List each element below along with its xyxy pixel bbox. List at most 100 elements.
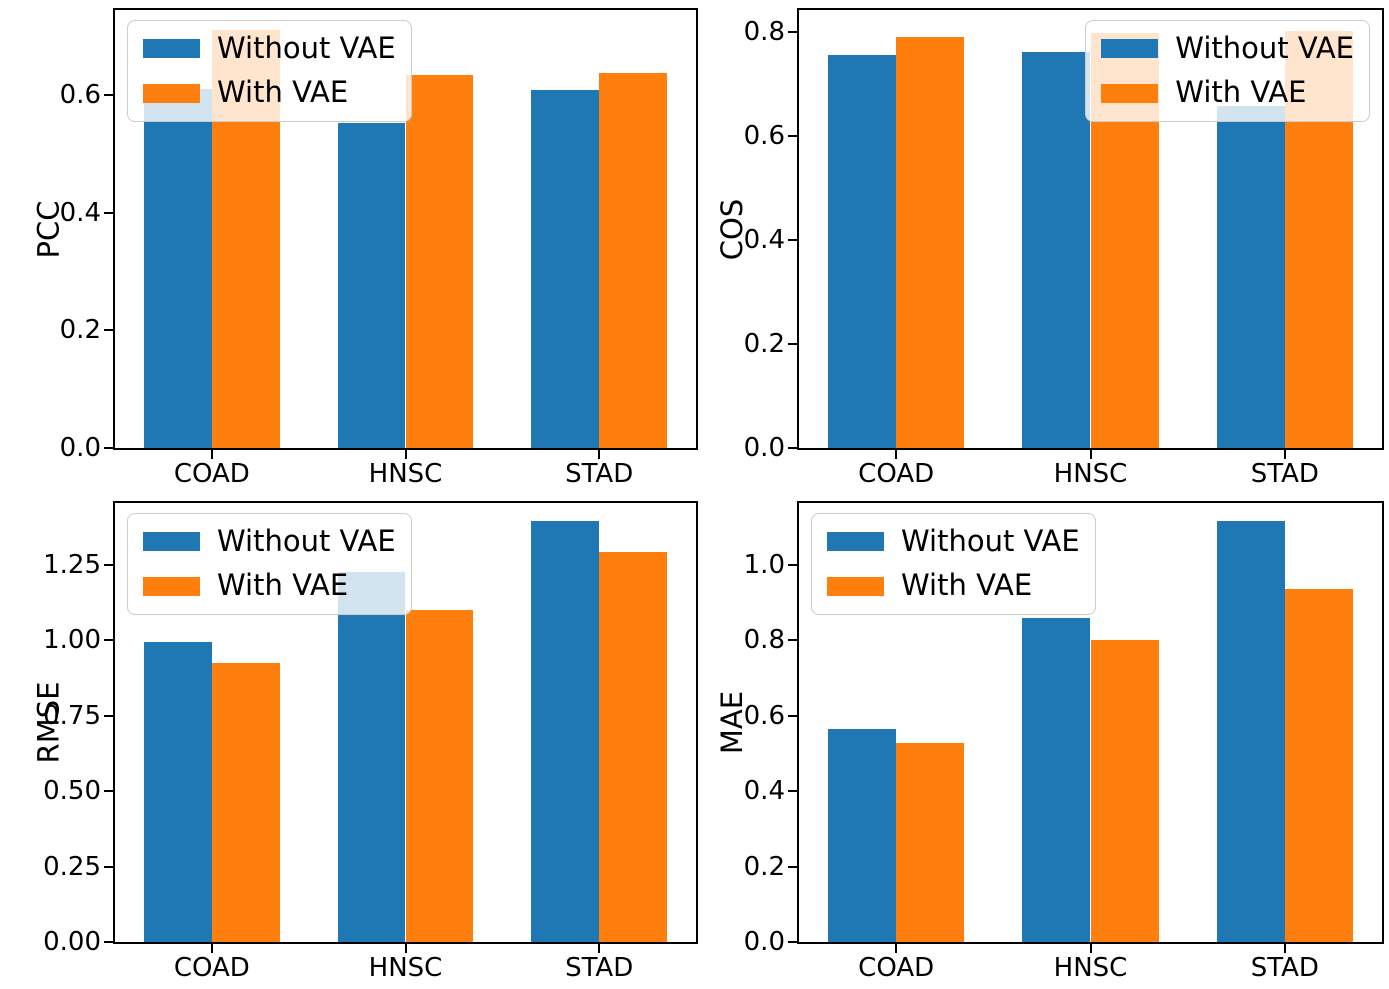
legend-row-without-vae: Without VAE — [827, 524, 1080, 558]
y-tick-mark-0.0 — [788, 941, 797, 943]
legend-row-without-vae: Without VAE — [143, 524, 396, 558]
x-tick-mark-coad — [895, 450, 898, 459]
y-tick-mark-0.4 — [788, 790, 797, 793]
subplot-pcc: PCC COAD HNSC STAD 0.0 0.2 0.4 0.6 Without VAE W… — [32, 8, 698, 487]
y-tick-label-0.25: 0.25 — [43, 851, 101, 882]
bar-without-vae-hnsc — [1022, 618, 1091, 942]
y-tick-mark-0.4 — [788, 239, 797, 242]
bar-with-vae-stad — [599, 72, 667, 448]
x-tick-mark-hnsc — [404, 944, 407, 953]
y-tick-mark-0.2 — [788, 865, 797, 868]
x-tick-label-hnsc: HNSC — [368, 953, 443, 983]
legend-row-without-vae: Without VAE — [143, 31, 396, 65]
x-tick-label-stad: STAD — [565, 953, 634, 983]
y-tick-mark-0.0 — [104, 447, 113, 449]
x-tick-label-stad: STAD — [565, 459, 634, 489]
y-tick-mark-1.0 — [788, 563, 797, 566]
bar-with-vae-hnsc — [405, 609, 474, 942]
y-tick-mark-0.75 — [104, 714, 113, 717]
x-tick-label-coad: COAD — [858, 459, 935, 489]
y-tick-label-0.0: 0.0 — [743, 927, 785, 957]
bar-with-vae-coad — [896, 743, 965, 942]
bar-with-vae-stad — [599, 552, 667, 942]
legend-row-with-vae: With VAE — [143, 75, 396, 110]
legend-swatch-without-vae — [143, 532, 200, 552]
x-tick-mark-coad — [210, 450, 213, 459]
bar-with-vae-coad — [211, 663, 280, 942]
y-tick-label-0.2: 0.2 — [59, 315, 101, 346]
bar-without-vae-hnsc — [337, 572, 406, 942]
y-tick-mark-0.8 — [788, 639, 797, 642]
y-tick-label-0.6: 0.6 — [59, 80, 101, 111]
bar-without-vae-hnsc — [337, 122, 406, 448]
legend-label-with-vae: With VAE — [901, 568, 1033, 603]
x-tick-label-hnsc: HNSC — [368, 459, 443, 489]
x-tick-label-hnsc: HNSC — [1053, 459, 1128, 489]
subplot-rmse: RMSE COAD HNSC STAD 0.00 0.25 0.50 0.75 1.00 1.2… — [32, 501, 698, 981]
bar-without-vae-coad — [144, 88, 212, 448]
x-tick-label-coad: COAD — [173, 459, 250, 489]
y-tick-label-0.0: 0.0 — [743, 433, 785, 463]
legend-label-without-vae: Without VAE — [1175, 31, 1354, 65]
legend-label-without-vae: Without VAE — [217, 524, 396, 558]
x-tick-mark-coad — [210, 944, 213, 953]
y-tick-label-0.6: 0.6 — [743, 700, 785, 731]
legend-swatch-with-vae — [143, 576, 200, 596]
legend-label-with-vae: With VAE — [217, 75, 349, 110]
y-tick-label-1.0: 1.0 — [743, 549, 785, 580]
bar-without-vae-stad — [531, 89, 600, 448]
bar-without-vae-coad — [828, 54, 897, 448]
legend-label-with-vae: With VAE — [1175, 75, 1307, 110]
x-tick-mark-stad — [598, 450, 601, 459]
x-tick-label-hnsc: HNSC — [1053, 953, 1128, 983]
x-tick-mark-stad — [598, 944, 601, 953]
legend: Without VAE With VAE — [811, 513, 1096, 615]
x-tick-label-coad: COAD — [173, 953, 250, 983]
legend-swatch-without-vae — [827, 532, 884, 552]
y-tick-label-0.4: 0.4 — [59, 197, 101, 228]
y-tick-label-0.4: 0.4 — [743, 776, 785, 807]
legend-swatch-with-vae — [1101, 83, 1159, 103]
bar-with-vae-coad — [896, 36, 965, 448]
y-tick-label-0.6: 0.6 — [743, 121, 785, 152]
y-tick-label-0.50: 0.50 — [43, 776, 101, 807]
x-tick-mark-hnsc — [404, 450, 407, 459]
bar-with-vae-hnsc — [405, 75, 474, 448]
x-tick-mark-hnsc — [1089, 450, 1092, 459]
y-tick-mark-0.2 — [104, 329, 113, 332]
y-tick-label-0.2: 0.2 — [743, 329, 785, 360]
y-tick-mark-1.25 — [104, 563, 113, 566]
y-tick-mark-0.6 — [788, 135, 797, 138]
legend: Without VAE With VAE — [1085, 20, 1370, 122]
y-tick-mark-0.25 — [104, 865, 113, 868]
subplot-mae: MAE COAD HNSC STAD 0.0 0.2 0.4 0.6 0.8 1.0 Withou… — [716, 501, 1384, 981]
legend-row-with-vae: With VAE — [143, 568, 396, 602]
bar-with-vae-stad — [1284, 589, 1353, 942]
y-tick-mark-0.6 — [788, 714, 797, 717]
x-tick-mark-coad — [895, 944, 898, 953]
legend-label-without-vae: Without VAE — [217, 31, 396, 65]
y-tick-mark-0.2 — [788, 343, 797, 346]
y-tick-label-0.0: 0.0 — [59, 433, 101, 463]
y-tick-label-0.2: 0.2 — [743, 851, 785, 882]
bar-without-vae-coad — [828, 729, 897, 942]
x-tick-mark-stad — [1283, 450, 1286, 459]
legend-row-without-vae: Without VAE — [1101, 31, 1354, 65]
x-tick-label-coad: COAD — [858, 953, 935, 983]
bar-without-vae-stad — [1216, 105, 1285, 448]
y-tick-label-0.00: 0.00 — [43, 927, 101, 957]
y-tick-mark-0.00 — [104, 941, 113, 943]
y-tick-label-0.75: 0.75 — [43, 700, 101, 731]
legend-swatch-without-vae — [143, 39, 200, 59]
x-tick-mark-stad — [1283, 944, 1286, 953]
bar-without-vae-hnsc — [1022, 52, 1091, 448]
y-tick-label-1.25: 1.25 — [43, 549, 101, 580]
x-tick-label-stad: STAD — [1250, 953, 1319, 983]
legend-swatch-with-vae — [827, 576, 884, 596]
y-tick-mark-0.4 — [104, 211, 113, 214]
bar-with-vae-hnsc — [1090, 640, 1159, 942]
y-tick-mark-0.50 — [104, 790, 113, 793]
legend: Without VAE With VAE — [127, 513, 412, 615]
y-tick-label-1.00: 1.00 — [43, 625, 101, 656]
